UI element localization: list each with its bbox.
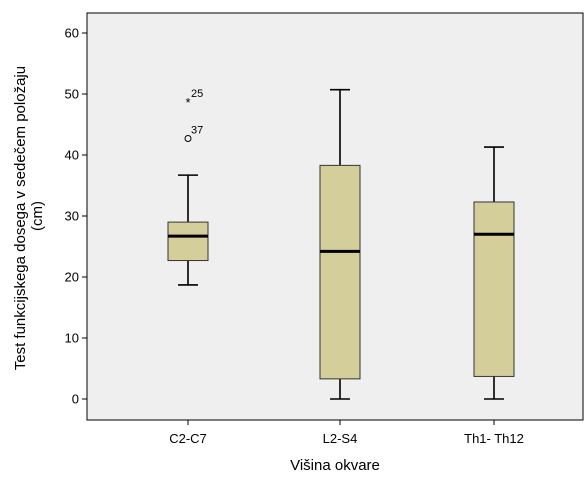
box-group-1: *25 37 [167, 88, 209, 286]
y-axis-title: Test funkcijskega dosega v sedečem polož… [12, 62, 46, 371]
x-tick-label-2: L2-S4 [323, 431, 358, 446]
box-series: *25 37 [167, 88, 515, 400]
box-1 [167, 221, 209, 262]
y-tick-label-40: 40 [65, 148, 79, 163]
box-3 [473, 201, 515, 377]
box-2 [319, 164, 361, 380]
outlier-label-37: 37 [191, 125, 203, 137]
y-tick-label-30: 30 [65, 209, 79, 224]
y-axis-title-line-2: (cm) [29, 201, 46, 231]
y-tick-label-20: 20 [65, 270, 79, 285]
y-tick-label-60: 60 [65, 26, 79, 41]
x-axis: C2-C7 L2-S4 Th1- Th12 [169, 420, 524, 446]
outlier-label-25: 25 [191, 88, 203, 100]
outlier-marker-25: * [185, 95, 190, 110]
y-tick-label-50: 50 [65, 87, 79, 102]
y-tick-label-0: 0 [72, 392, 79, 407]
y-axis-title-line-1: Test funkcijskega dosega v sedečem polož… [12, 66, 29, 370]
outlier-marker-37 [184, 135, 192, 143]
x-axis-title: Višina okvare [290, 457, 380, 474]
box-group-3 [473, 146, 515, 400]
y-tick-label-10: 10 [65, 331, 79, 346]
y-axis: 0 10 20 30 40 50 60 [65, 26, 87, 407]
x-tick-label-1: C2-C7 [169, 431, 207, 446]
x-tick-label-3: Th1- Th12 [464, 431, 524, 446]
box-group-2 [319, 88, 361, 400]
